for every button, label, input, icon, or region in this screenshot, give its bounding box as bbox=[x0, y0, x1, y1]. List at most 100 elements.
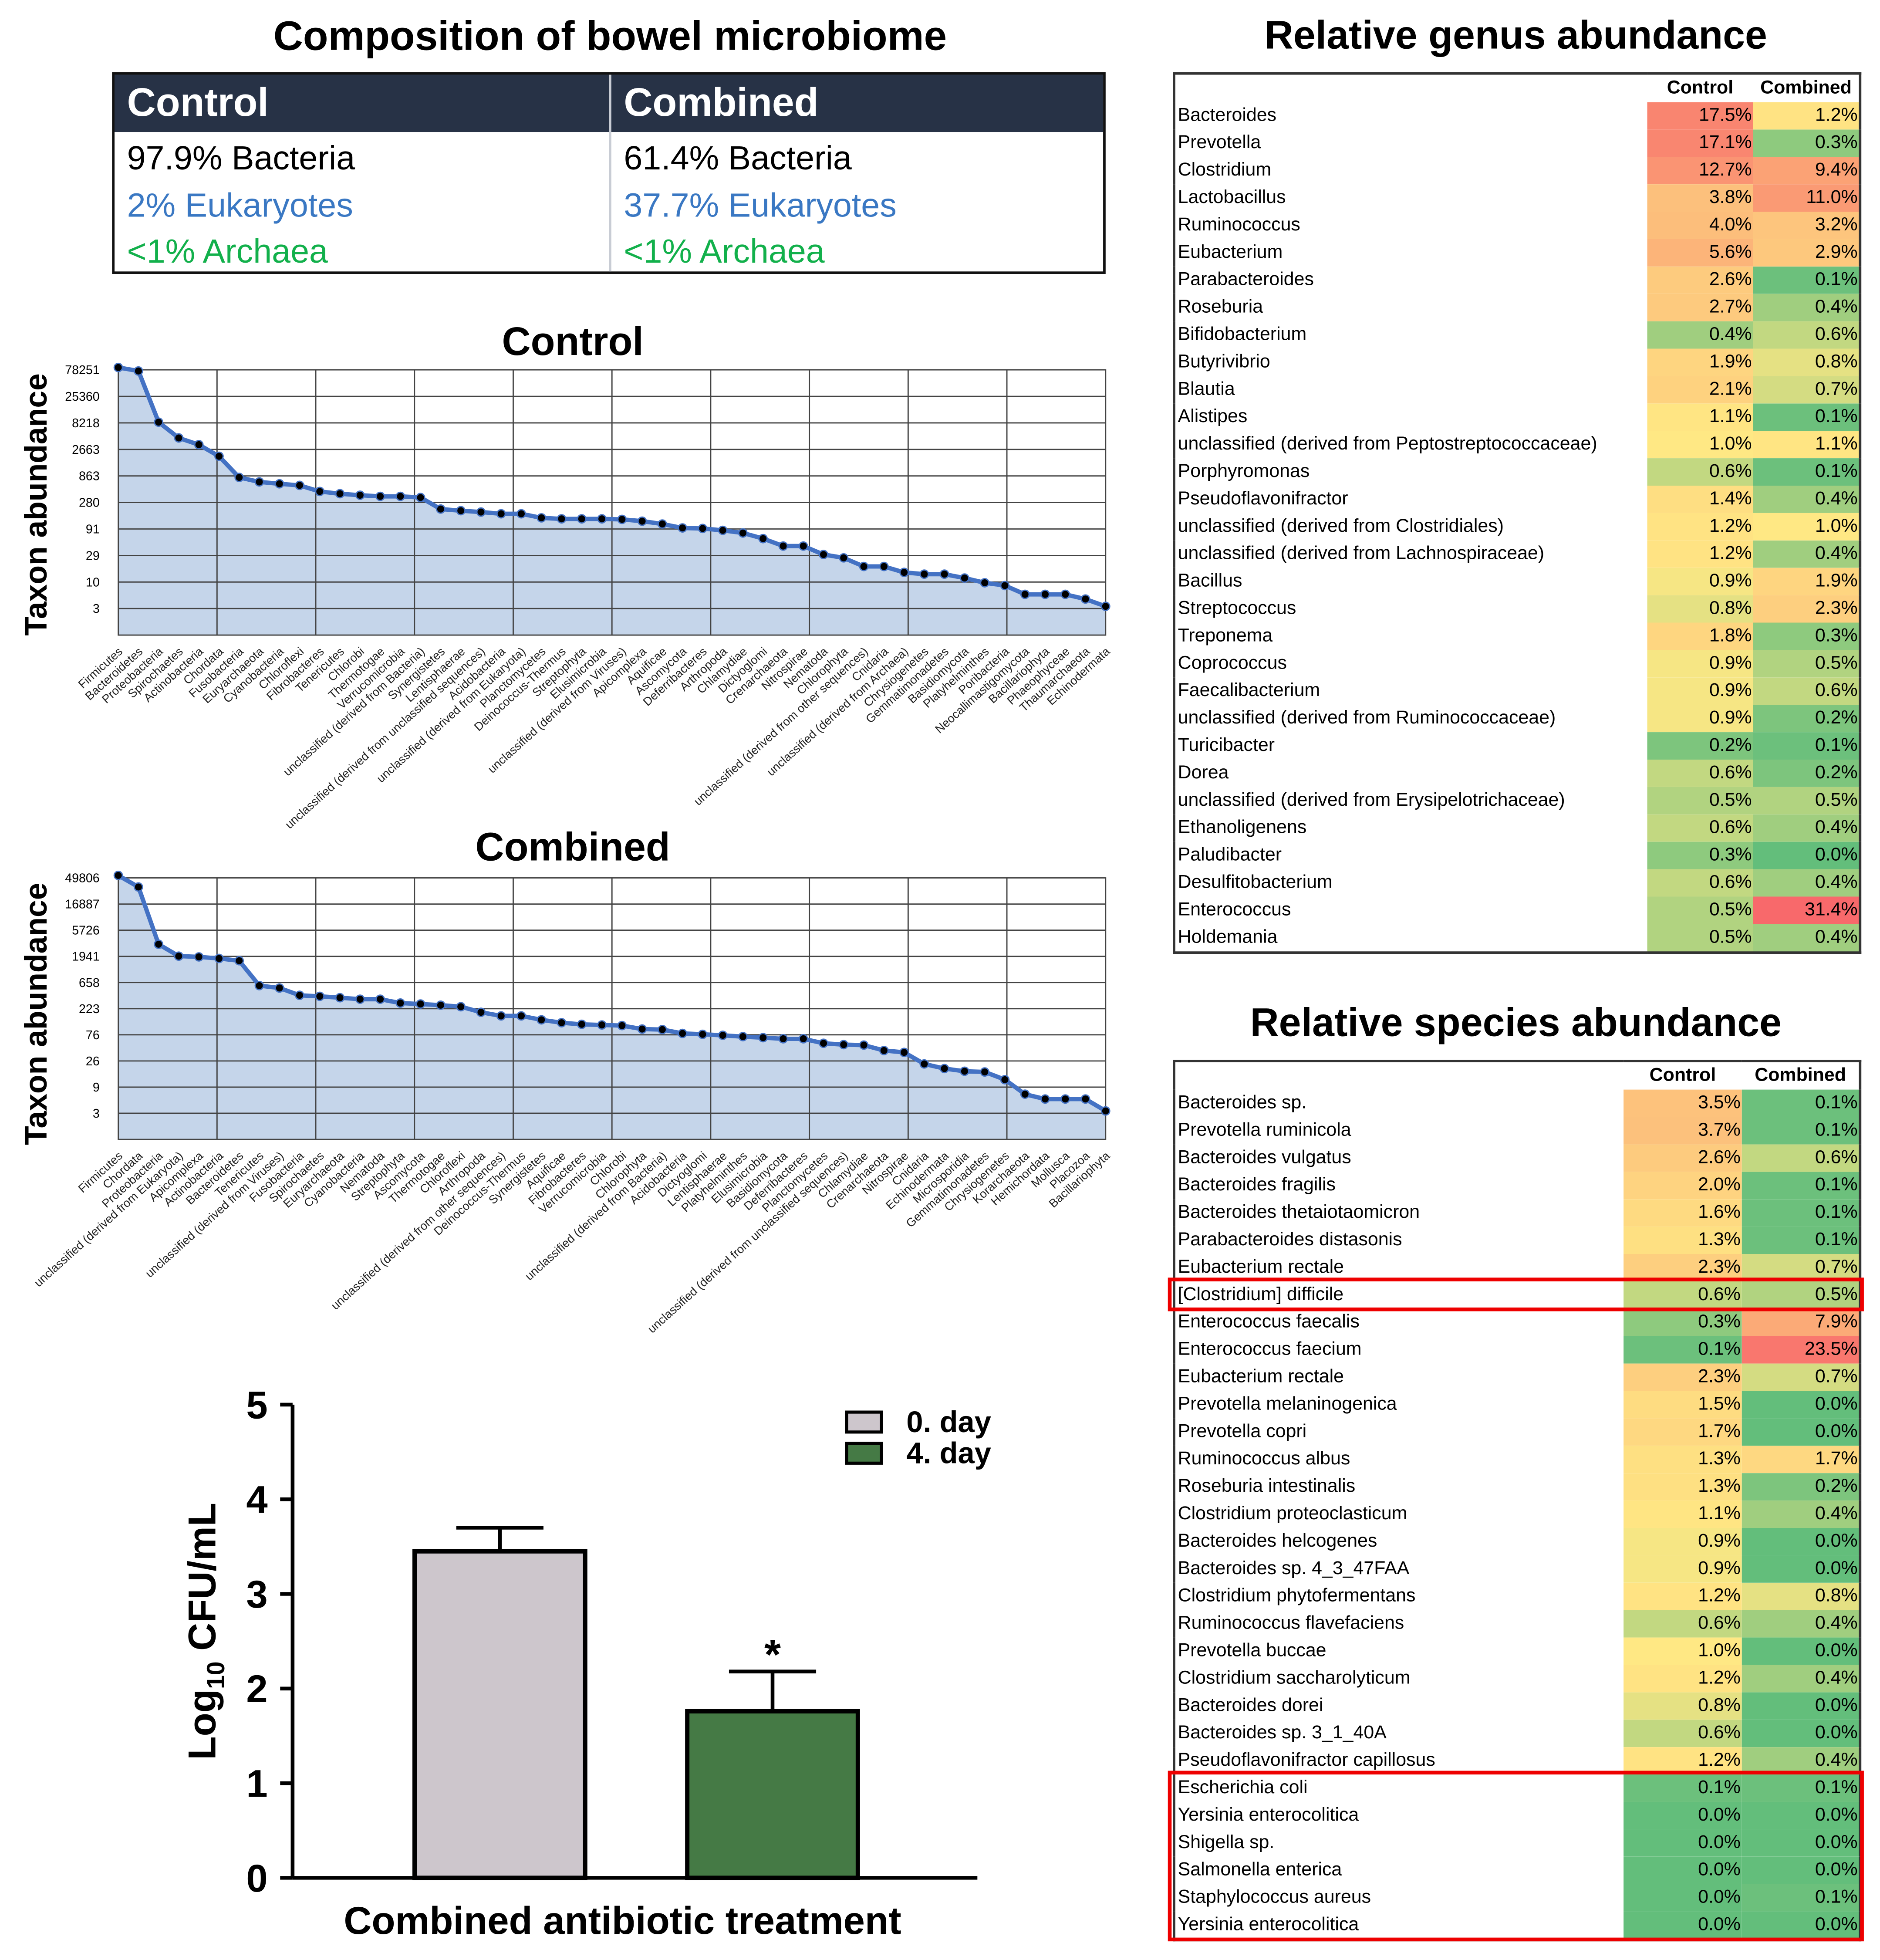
control-value-cell: 0.5% bbox=[1647, 787, 1753, 814]
combined-value-cell: 0.4% bbox=[1742, 1747, 1860, 1775]
data-point bbox=[134, 366, 143, 376]
data-point bbox=[1080, 1094, 1090, 1104]
data-point bbox=[678, 523, 688, 533]
taxon-name: unclassified (derived from Erysipelotric… bbox=[1178, 789, 1565, 811]
control-value-cell: 1.7% bbox=[1623, 1418, 1742, 1446]
data-point bbox=[214, 451, 224, 461]
data-point bbox=[355, 490, 365, 500]
species-abundance-table: Control Combined Bacteroides sp. 3.5% 0.1% Pr… bbox=[1173, 1060, 1862, 1942]
species-row: Clostridium saccharolyticum 1.2% 0.4% bbox=[1174, 1665, 1860, 1693]
taxon-name: unclassified (derived from Peptostreptoc… bbox=[1178, 433, 1597, 455]
taxon-name: Eubacterium rectale bbox=[1178, 1256, 1344, 1278]
control-value-cell: 17.1% bbox=[1647, 129, 1753, 157]
data-point bbox=[1000, 581, 1010, 591]
taxon-name: Porphyromonas bbox=[1178, 460, 1310, 482]
genus-row: Butyrivibrio 1.9% 0.8% bbox=[1174, 348, 1860, 376]
data-point bbox=[134, 882, 143, 892]
composition-combined-header: Combined bbox=[624, 79, 819, 125]
control-value-cell: 1.0% bbox=[1647, 431, 1753, 459]
species-table-title: Relative species abundance bbox=[1250, 1000, 1782, 1045]
taxon-name: Bacteroides thetaiotaomicron bbox=[1178, 1201, 1420, 1223]
control-value-cell: 0.1% bbox=[1623, 1774, 1742, 1802]
taxon-name: Lactobacillus bbox=[1178, 186, 1286, 208]
taxon-name: unclassified (derived from Ruminococcace… bbox=[1178, 707, 1556, 729]
data-point bbox=[778, 541, 788, 551]
species-row: Enterococcus faecium 0.1% 23.5% bbox=[1174, 1336, 1860, 1364]
combined-value-cell: 1.9% bbox=[1753, 568, 1860, 595]
data-point bbox=[476, 1007, 486, 1017]
taxon-name: Desulfitobacterium bbox=[1178, 872, 1333, 893]
data-point bbox=[617, 514, 627, 524]
data-point bbox=[617, 1021, 627, 1031]
data-point bbox=[698, 524, 708, 534]
taxon-name: Bacteroides sp. bbox=[1178, 1092, 1307, 1113]
control-value-cell: 0.3% bbox=[1647, 841, 1753, 869]
taxon-name: Prevotella melaninogenica bbox=[1178, 1393, 1397, 1415]
data-point bbox=[295, 990, 304, 1000]
y-tick-label: 91 bbox=[86, 523, 100, 537]
y-tick-label: 3 bbox=[93, 602, 100, 616]
taxon-name: Clostridium saccharolyticum bbox=[1178, 1667, 1411, 1689]
taxon-name: Coprococcus bbox=[1178, 652, 1287, 674]
combined-value-cell: 0.0% bbox=[1742, 1527, 1860, 1555]
taxon-name: Dorea bbox=[1178, 762, 1229, 784]
control-value-cell: 0.6% bbox=[1623, 1281, 1742, 1309]
combined-value-cell: 0.7% bbox=[1753, 376, 1860, 404]
bar-4-day bbox=[685, 1709, 860, 1880]
taxon-name: Alistipes bbox=[1178, 406, 1248, 427]
combined-value-cell: 31.4% bbox=[1753, 896, 1860, 924]
taxon-name: Ruminococcus bbox=[1178, 214, 1300, 236]
taxon-name: Faecalibacterium bbox=[1178, 680, 1320, 701]
taxon-name: Pseudoflavonifractor bbox=[1178, 488, 1348, 510]
data-point bbox=[678, 1028, 688, 1038]
combined-abundance-chart: 392676223658194157261688749806Firmicutes… bbox=[31, 871, 1113, 1335]
combined-value-cell: 0.5% bbox=[1753, 650, 1860, 678]
control-value-cell: 2.6% bbox=[1647, 266, 1753, 294]
data-point bbox=[718, 1031, 728, 1040]
control-value-cell: 1.5% bbox=[1623, 1391, 1742, 1419]
data-point bbox=[113, 362, 123, 372]
genus-row: Paludibacter 0.3% 0.0% bbox=[1174, 841, 1860, 869]
taxon-name: Prevotella bbox=[1178, 132, 1261, 153]
data-point bbox=[375, 994, 385, 1004]
control-value-cell: 0.6% bbox=[1647, 869, 1753, 897]
species-row: Salmonella enterica 0.0% 0.0% bbox=[1174, 1856, 1860, 1884]
genus-row: Clostridium 12.7% 9.4% bbox=[1174, 157, 1860, 185]
composition-table: Control 97.9% Bacteria 2% Eukaryotes <1%… bbox=[112, 72, 1106, 274]
combined-value-cell: 0.0% bbox=[1742, 1856, 1860, 1884]
control-value-cell: 0.8% bbox=[1623, 1692, 1742, 1720]
control-chart-title: Control bbox=[502, 318, 644, 364]
taxon-name: Ruminococcus flavefaciens bbox=[1178, 1612, 1404, 1634]
control-value-cell: 1.2% bbox=[1647, 513, 1753, 541]
data-point bbox=[859, 561, 869, 571]
control-value-cell: 1.3% bbox=[1623, 1446, 1742, 1473]
genus-row: Desulfitobacterium 0.6% 0.4% bbox=[1174, 869, 1860, 897]
taxon-name: unclassified (derived from Clostridiales… bbox=[1178, 515, 1504, 537]
genus-row: Coprococcus 0.9% 0.5% bbox=[1174, 650, 1860, 678]
genus-row: Eubacterium 5.6% 2.9% bbox=[1174, 239, 1860, 267]
control-value-cell: 1.2% bbox=[1623, 1665, 1742, 1693]
data-point bbox=[1060, 589, 1070, 599]
genus-row: unclassified (derived from Erysipelotric… bbox=[1174, 787, 1860, 814]
bar-0-day bbox=[412, 1549, 587, 1880]
genus-row: Bacillus 0.9% 1.9% bbox=[1174, 568, 1860, 595]
data-point bbox=[335, 993, 345, 1003]
combined-value-cell: 1.1% bbox=[1753, 431, 1860, 459]
combined-value-cell: 3.2% bbox=[1753, 212, 1860, 239]
taxon-name: Parabacteroides bbox=[1178, 269, 1314, 291]
control-value-cell: 1.8% bbox=[1647, 622, 1753, 650]
data-point bbox=[637, 1024, 647, 1034]
control-value-cell: 1.9% bbox=[1647, 348, 1753, 376]
column-header: Combined bbox=[1755, 1064, 1846, 1086]
data-point bbox=[415, 999, 425, 1009]
data-point bbox=[758, 534, 768, 544]
taxon-name: Bacteroides bbox=[1178, 105, 1277, 126]
data-point bbox=[254, 981, 264, 990]
combined-value-cell: 0.1% bbox=[1742, 1089, 1860, 1117]
combined-value-cell: 0.6% bbox=[1742, 1144, 1860, 1172]
data-point bbox=[1100, 602, 1110, 611]
y-tick-label: 3 bbox=[246, 1573, 267, 1616]
species-row: Bacteroides thetaiotaomicron 1.6% 0.1% bbox=[1174, 1199, 1860, 1227]
data-point bbox=[496, 509, 506, 519]
taxon-name: Yersinia enterocolitica bbox=[1178, 1914, 1359, 1935]
